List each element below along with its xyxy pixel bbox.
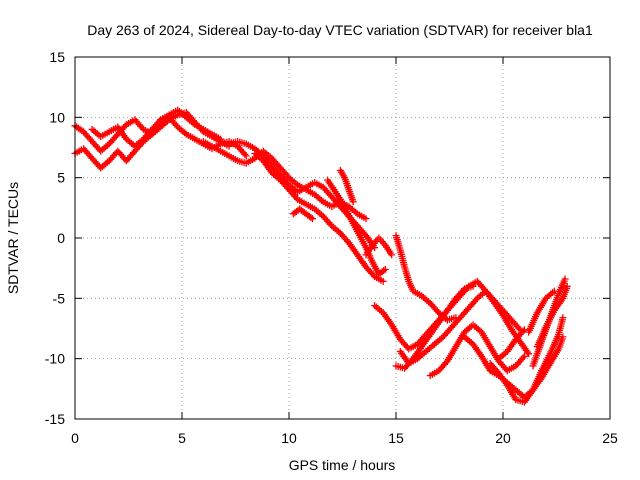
plus-markers [525,287,558,336]
plus-markers [362,234,396,259]
y-axis-label: SDTVAR / TECUs [5,182,21,294]
plus-markers [392,232,460,324]
plus-markers [336,166,357,206]
y-tick-label: -10 [45,351,65,367]
x-axis-label: GPS time / hours [289,457,396,473]
plus-markers [486,314,567,406]
series-arc-q [486,314,567,406]
plus-markers [426,321,528,380]
series-arc-c [88,106,224,150]
series-arc-f [251,150,387,285]
plus-markers [324,176,389,278]
data-layer [71,106,571,406]
x-tick-label: 15 [388,430,404,446]
x-tick-label: 10 [281,430,297,446]
plus-markers [495,326,528,363]
y-tick-label: -5 [53,290,66,306]
ticks-layer: 0 5 10 15 20 25 -15 -10 -5 0 5 10 15 [45,49,618,446]
series-arc-g [324,176,389,278]
y-tick-label: 10 [49,109,65,125]
y-tick-label: 15 [49,49,65,65]
series-arc-o [426,321,528,380]
plus-markers [88,106,224,150]
series-arc-h [336,166,357,206]
series-arc-s [525,287,558,336]
x-tick-label: 25 [602,430,618,446]
series-arc-j [362,234,396,259]
plus-markers [289,205,316,223]
x-tick-label: 0 [71,430,79,446]
y-tick-label: 5 [57,170,65,186]
series-arc-u [495,326,528,363]
chart-title: Day 263 of 2024, Sidereal Day-to-day VTE… [87,22,593,38]
plus-markers [392,282,477,372]
y-tick-label: 0 [57,230,65,246]
x-tick-label: 20 [495,430,511,446]
series-arc-n [392,232,460,324]
plus-markers [251,150,387,285]
series-arc-i [289,205,316,223]
x-tick-label: 5 [178,430,186,446]
series-arc-m [392,282,477,372]
plus-markers [533,282,571,351]
y-tick-label: -15 [45,411,65,427]
series-arc-t [533,282,571,351]
